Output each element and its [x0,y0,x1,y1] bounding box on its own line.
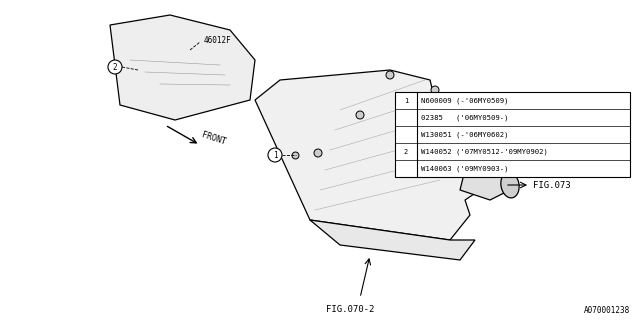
Text: 02385   ('06MY0509-): 02385 ('06MY0509-) [421,114,509,121]
Ellipse shape [501,172,519,198]
Text: W140052 ('07MY0512-'09MY0902): W140052 ('07MY0512-'09MY0902) [421,148,548,155]
Text: FIG.070-2: FIG.070-2 [326,305,374,314]
Polygon shape [255,70,490,240]
Text: FIG.073: FIG.073 [533,180,571,189]
Polygon shape [460,170,512,200]
FancyBboxPatch shape [395,92,630,177]
Circle shape [431,86,439,94]
Text: FRONT: FRONT [200,131,227,147]
Circle shape [108,60,122,74]
Text: N600009 (-'06MY0509): N600009 (-'06MY0509) [421,97,509,104]
Circle shape [314,149,322,157]
Text: 2: 2 [404,148,408,155]
Text: W130051 (-'06MY0602): W130051 (-'06MY0602) [421,131,509,138]
Circle shape [400,94,412,107]
Text: MI20126: MI20126 [450,133,483,142]
Circle shape [268,148,282,162]
Circle shape [356,111,364,119]
Text: 1: 1 [404,98,408,103]
Text: 1: 1 [273,150,277,159]
Text: 46012F: 46012F [204,36,232,44]
Polygon shape [110,15,255,120]
Text: A070001238: A070001238 [584,306,630,315]
Text: W140063 ('09MY0903-): W140063 ('09MY0903-) [421,165,509,172]
Text: 2: 2 [113,62,117,71]
Circle shape [386,71,394,79]
Circle shape [400,146,412,157]
Polygon shape [310,220,475,260]
